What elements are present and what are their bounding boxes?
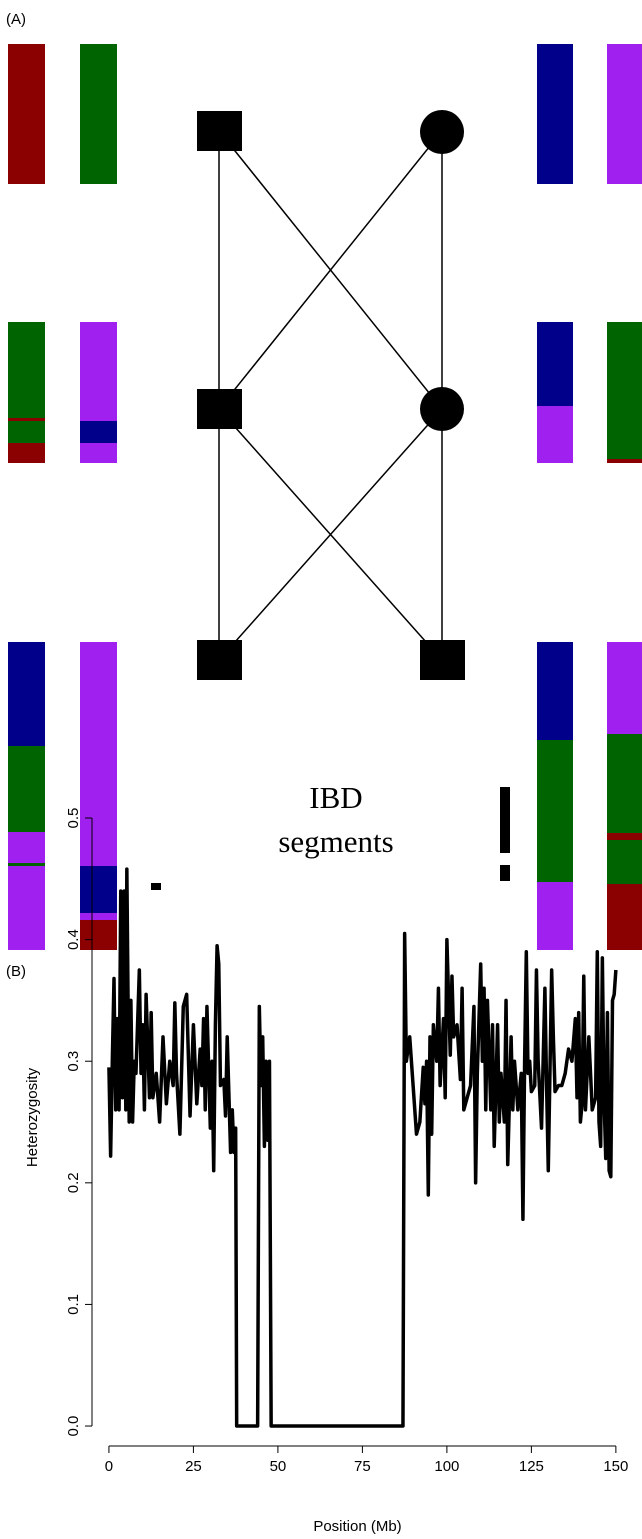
y-tick-label: 0.1 [65, 1294, 82, 1315]
panel-a: (A) [6, 11, 642, 950]
x-tick-label: 25 [185, 1458, 202, 1475]
panel-label: (B) [6, 963, 26, 980]
data-line [109, 869, 616, 1426]
y-tick-label: 0.3 [65, 1051, 82, 1072]
y-axis-label: Heterozygosity [24, 1067, 41, 1167]
annotation: IBD [309, 780, 362, 815]
x-tick-label: 150 [603, 1458, 628, 1475]
pedigree-lines [219, 131, 442, 660]
x-tick-label: 75 [354, 1458, 371, 1475]
x-tick-label: 50 [270, 1458, 287, 1475]
x-tick-label: 100 [434, 1458, 459, 1475]
x-tick-label: 0 [105, 1458, 113, 1475]
annotation: segments [278, 824, 393, 859]
x-axis-label: Position (Mb) [313, 1518, 401, 1535]
y-tick-label: 0.0 [65, 1416, 82, 1437]
pedigree-nodes [197, 110, 465, 680]
y-tick-label: 0.4 [65, 929, 82, 950]
y-tick-label: 0.5 [65, 808, 82, 829]
panel-label: (A) [6, 11, 26, 28]
x-tick-label: 125 [519, 1458, 544, 1475]
y-tick-label: 0.2 [65, 1172, 82, 1193]
figure: (A) [0, 0, 642, 1539]
